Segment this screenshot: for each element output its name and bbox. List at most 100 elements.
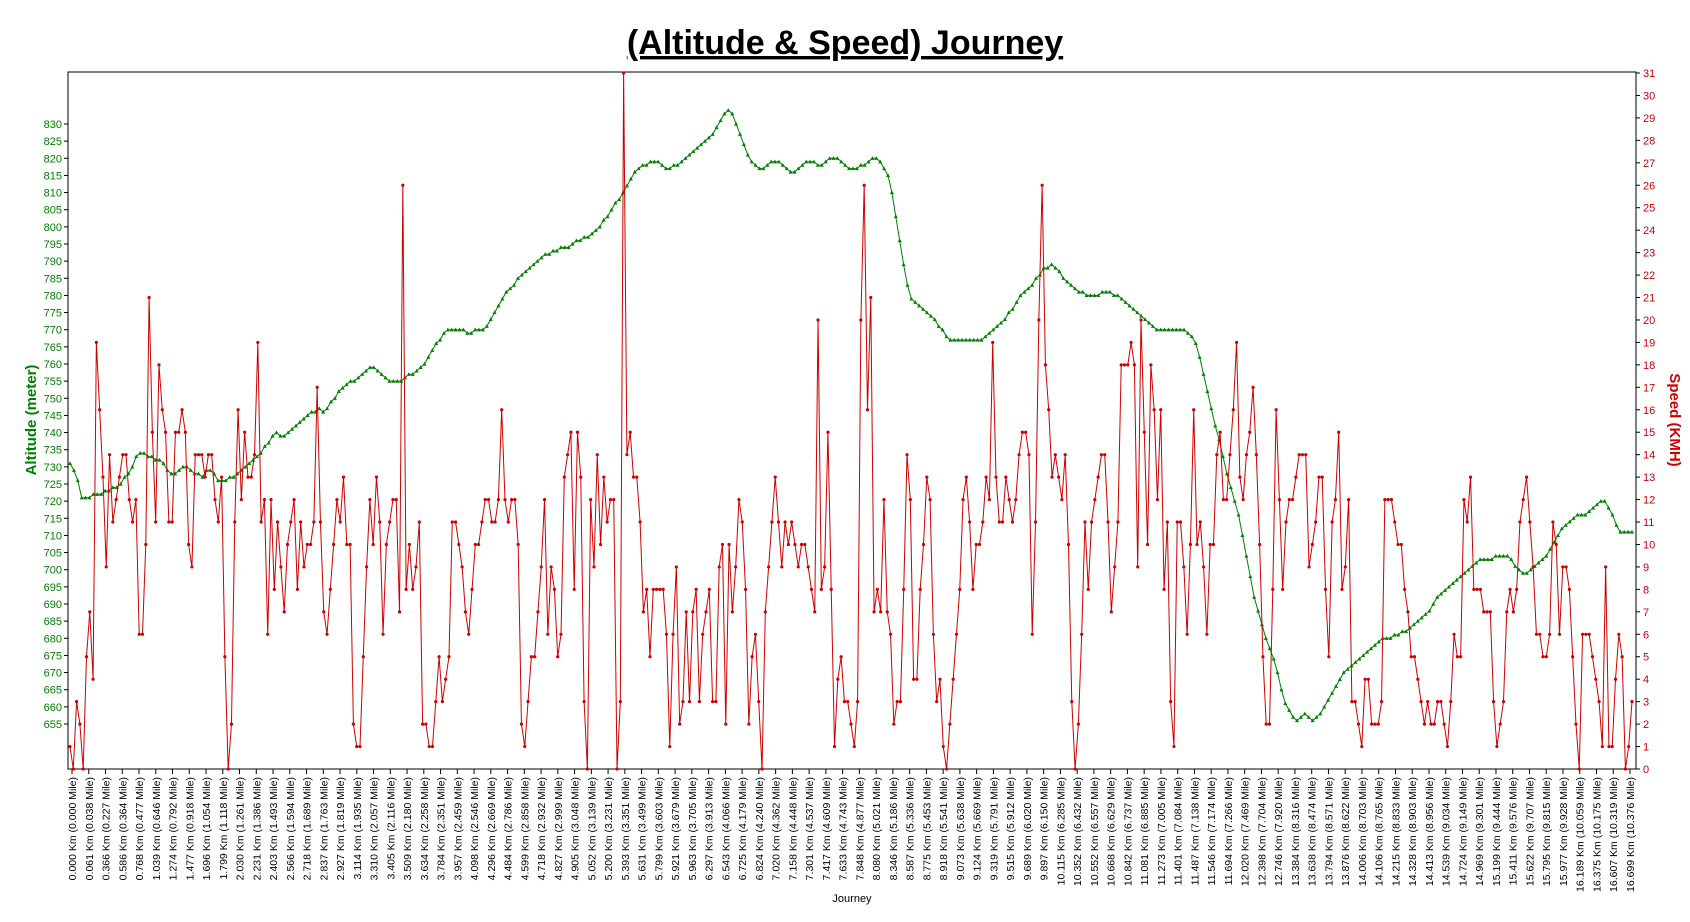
speed-point bbox=[1037, 318, 1041, 322]
altitude-point bbox=[671, 162, 676, 167]
altitude-point bbox=[1322, 704, 1327, 709]
speed-point bbox=[882, 497, 886, 502]
x-tick-label-77: 14.006 Km (8.703 Mile) bbox=[1357, 777, 1369, 886]
altitude-point bbox=[722, 111, 727, 116]
speed-point bbox=[595, 453, 599, 457]
right-tick-label-25: 25 bbox=[1643, 203, 1655, 215]
altitude-point bbox=[1271, 656, 1276, 661]
speed-point bbox=[701, 632, 705, 636]
speed-point bbox=[506, 520, 510, 524]
speed-point bbox=[658, 587, 662, 591]
altitude-point bbox=[1189, 334, 1194, 339]
left-tick-label-11: 710 bbox=[44, 530, 62, 542]
speed-point bbox=[414, 565, 418, 569]
speed-point bbox=[813, 610, 817, 614]
altitude-point bbox=[438, 337, 443, 342]
speed-point bbox=[1304, 453, 1308, 457]
speed-point bbox=[918, 587, 922, 591]
speed-point bbox=[526, 700, 530, 704]
speed-point bbox=[977, 542, 982, 547]
speed-point bbox=[1175, 520, 1179, 524]
altitude-point bbox=[644, 162, 649, 167]
x-tick-label-79: 14.215 Km (8.833 Mile) bbox=[1390, 777, 1402, 886]
speed-point bbox=[1340, 587, 1344, 591]
x-tick-label-59: 10.115 Km (6.285 Mile) bbox=[1055, 777, 1067, 885]
speed-point bbox=[687, 700, 692, 704]
speed-point bbox=[272, 587, 276, 591]
altitude-point bbox=[601, 217, 606, 222]
speed-point bbox=[1432, 722, 1436, 726]
speed-point bbox=[1623, 767, 1628, 771]
altitude-point bbox=[1244, 553, 1249, 558]
speed-point bbox=[1139, 318, 1143, 322]
x-tick-label-22: 3.784 Km (2.351 Mile) bbox=[436, 777, 448, 880]
speed-point bbox=[1459, 655, 1463, 659]
altitude-point bbox=[663, 166, 668, 171]
altitude-point bbox=[1384, 636, 1389, 640]
right-tick-label-5: 5 bbox=[1643, 652, 1649, 664]
speed-point bbox=[1261, 655, 1265, 659]
speed-point bbox=[717, 565, 721, 569]
altitude-point bbox=[609, 207, 614, 212]
speed-point bbox=[252, 453, 257, 457]
speed-point bbox=[862, 183, 866, 187]
x-tick-label-29: 4.827 Km (2.999 Mile) bbox=[553, 777, 565, 880]
altitude-point bbox=[122, 474, 127, 479]
speed-point bbox=[1136, 565, 1140, 569]
speed-point bbox=[1366, 677, 1370, 681]
speed-point bbox=[523, 744, 527, 749]
speed-point bbox=[167, 520, 171, 524]
altitude-point bbox=[453, 327, 458, 332]
x-tick-label-53: 9.073 Km (5.638 Mile) bbox=[955, 777, 967, 880]
altitude-point bbox=[765, 162, 770, 167]
x-tick-label-84: 14.969 Km (9.301 Mile) bbox=[1474, 777, 1486, 886]
speed-point bbox=[786, 542, 790, 547]
speed-point bbox=[1426, 700, 1430, 704]
speed-point bbox=[1089, 520, 1094, 524]
speed-point bbox=[898, 700, 903, 704]
speed-point bbox=[1132, 363, 1137, 367]
speed-point bbox=[760, 767, 764, 771]
x-tick-label-58: 9.897 Km (6.150 Mile) bbox=[1039, 777, 1051, 880]
speed-point bbox=[388, 520, 392, 524]
x-tick-label-73: 13.384 Km (8.316 Mile) bbox=[1290, 777, 1302, 886]
altitude-point bbox=[952, 337, 957, 342]
speed-point bbox=[1297, 453, 1301, 457]
speed-point bbox=[1353, 700, 1357, 704]
speed-point bbox=[1327, 655, 1331, 659]
altitude-point bbox=[1598, 498, 1603, 503]
speed-point bbox=[440, 700, 444, 704]
speed-point bbox=[1564, 565, 1568, 569]
altitude-point bbox=[780, 162, 785, 167]
altitude-point bbox=[515, 276, 520, 280]
altitude-point bbox=[975, 337, 980, 342]
altitude-point bbox=[1505, 553, 1510, 558]
speed-point bbox=[269, 497, 273, 502]
speed-point bbox=[341, 475, 346, 479]
speed-point bbox=[483, 497, 487, 502]
x-tick-label-62: 10.668 Km (6.629 Mile) bbox=[1106, 777, 1118, 886]
speed-point bbox=[908, 497, 912, 502]
speed-point bbox=[177, 430, 181, 434]
altitude-point bbox=[1209, 406, 1214, 411]
speed-point bbox=[915, 677, 919, 681]
speed-point bbox=[312, 520, 316, 524]
left-tick-label-25: 780 bbox=[44, 290, 62, 302]
speed-point bbox=[981, 520, 985, 524]
altitude-point bbox=[1026, 286, 1031, 291]
speed-point bbox=[1248, 430, 1252, 434]
speed-point bbox=[602, 475, 606, 479]
speed-point bbox=[664, 632, 669, 636]
speed-point bbox=[1567, 587, 1571, 591]
speed-point bbox=[368, 497, 372, 502]
speed-point bbox=[1383, 497, 1387, 502]
x-tick-label-50: 8.587 Km (5.336 Mile) bbox=[905, 777, 917, 880]
speed-point bbox=[1534, 632, 1539, 636]
altitude-point bbox=[1458, 574, 1463, 579]
speed-point bbox=[1116, 520, 1120, 524]
altitude-point bbox=[858, 162, 863, 167]
altitude-point bbox=[305, 413, 310, 418]
altitude-point bbox=[227, 474, 232, 479]
speed-point bbox=[1300, 453, 1305, 457]
altitude-point bbox=[1365, 649, 1370, 654]
